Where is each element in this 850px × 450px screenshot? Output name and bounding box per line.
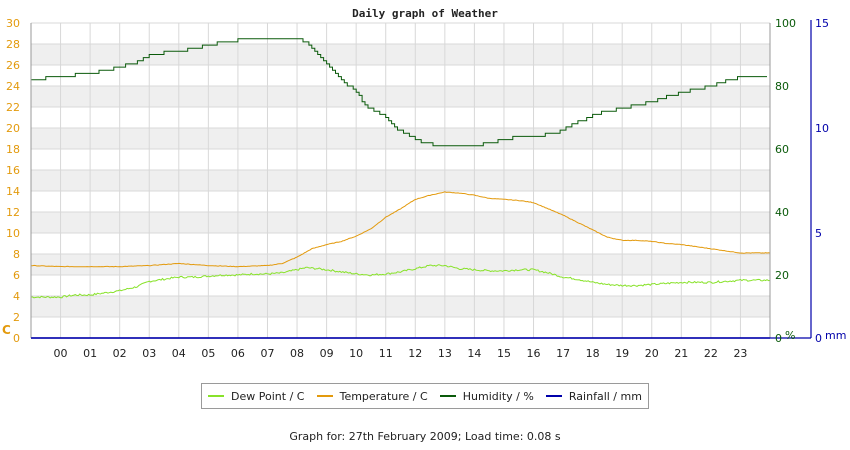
y-tick-label-humidity: 60: [775, 143, 789, 156]
y-tick-label-temperature: 4: [13, 290, 20, 303]
y-tick-label-temperature: 28: [6, 38, 20, 51]
x-tick-label: 11: [379, 347, 393, 360]
x-tick-label: 05: [201, 347, 215, 360]
x-tick-label: 03: [142, 347, 156, 360]
grid-band: [31, 44, 770, 65]
background-bands: [31, 44, 770, 317]
y-tick-label-temperature: 10: [6, 227, 20, 240]
unit-label-rainfall: mm: [825, 329, 846, 342]
x-tick-label: 20: [645, 347, 659, 360]
legend-item-temperature: Temperature / C: [316, 389, 428, 403]
x-tick-label: 19: [615, 347, 629, 360]
y-tick-label-temperature: 20: [6, 122, 20, 135]
x-tick-label: 02: [113, 347, 127, 360]
legend-label-temperature: Temperature / C: [339, 389, 428, 403]
weather-chart: Daily graph of Weather 02468101214161820…: [2, 7, 846, 360]
y-tick-label-temperature: 22: [6, 101, 20, 114]
x-tick-label: 15: [497, 347, 511, 360]
x-tick-label: 00: [54, 347, 68, 360]
y-tick-label-temperature: 26: [6, 59, 20, 72]
y-tick-label-temperature: 8: [13, 248, 20, 261]
grid-band: [31, 128, 770, 149]
x-tick-label: 08: [290, 347, 304, 360]
y-tick-label-rainfall: 10: [815, 122, 829, 135]
legend-label-rainfall: Rainfall / mm: [568, 389, 642, 403]
unit-label-temperature: C: [2, 323, 11, 337]
x-tick-label: 14: [467, 347, 481, 360]
x-tick-label: 09: [320, 347, 334, 360]
legend: Dew Point / C Temperature / C Humidity /…: [201, 383, 649, 409]
y-tick-label-temperature: 24: [6, 80, 20, 93]
y-tick-label-temperature: 16: [6, 164, 20, 177]
legend-item-dew-point: Dew Point / C: [208, 390, 304, 403]
series-line-0: [30, 264, 771, 299]
y-tick-label-temperature: 6: [13, 269, 20, 282]
y-tick-label-humidity: 40: [775, 206, 789, 219]
x-tick-label: 22: [704, 347, 718, 360]
legend-swatch-dew-point: [208, 395, 225, 397]
legend-swatch-rainfall: [545, 395, 562, 397]
y-tick-label-rainfall: 5: [815, 227, 822, 240]
x-tick-label: 12: [408, 347, 422, 360]
legend-swatch-temperature: [316, 395, 333, 397]
grid-band: [31, 212, 770, 233]
legend-label-humidity: Humidity / %: [462, 389, 534, 403]
y-tick-label-temperature: 18: [6, 143, 20, 156]
series-line-1: [31, 191, 771, 268]
x-tick-label: 01: [83, 347, 97, 360]
unit-label-humidity: %: [785, 329, 795, 342]
footer-status: Graph for: 27th February 2009; Load time…: [289, 430, 561, 443]
axes: [30, 20, 812, 339]
grid-band: [31, 296, 770, 317]
y-tick-label-temperature: 14: [6, 185, 20, 198]
x-tick-label: 17: [556, 347, 570, 360]
x-tick-label: 16: [527, 347, 541, 360]
legend-swatch-humidity: [439, 395, 456, 397]
tick-labels: 0246810121416182022242628300204060801000…: [2, 17, 846, 360]
x-tick-label: 18: [586, 347, 600, 360]
chart-title: Daily graph of Weather: [352, 7, 498, 20]
y-tick-label-temperature: 12: [6, 206, 20, 219]
legend-label-dew-point: Dew Point / C: [231, 389, 305, 403]
y-tick-label-humidity: 100: [775, 17, 796, 30]
series-line-2: [31, 38, 767, 147]
y-tick-label-rainfall: 15: [815, 17, 829, 30]
x-tick-label: 13: [438, 347, 452, 360]
y-tick-label-humidity: 80: [775, 80, 789, 93]
grid-lines: [30, 22, 771, 339]
legend-item-rainfall: Rainfall / mm: [545, 389, 642, 403]
y-tick-label-humidity: 0: [775, 332, 782, 345]
legend-item-humidity: Humidity / %: [439, 389, 534, 403]
x-tick-label: 21: [674, 347, 688, 360]
y-tick-label-temperature: 2: [13, 311, 20, 324]
grid-band: [31, 86, 770, 107]
x-tick-label: 23: [733, 347, 747, 360]
y-tick-label-humidity: 20: [775, 269, 789, 282]
y-tick-label-temperature: 30: [6, 17, 20, 30]
x-tick-label: 06: [231, 347, 245, 360]
y-tick-label-temperature: 0: [13, 332, 20, 345]
x-tick-label: 07: [260, 347, 274, 360]
x-tick-label: 10: [349, 347, 363, 360]
grid-band: [31, 254, 770, 275]
grid-band: [31, 170, 770, 191]
y-tick-label-rainfall: 0: [815, 332, 822, 345]
x-tick-label: 04: [172, 347, 186, 360]
